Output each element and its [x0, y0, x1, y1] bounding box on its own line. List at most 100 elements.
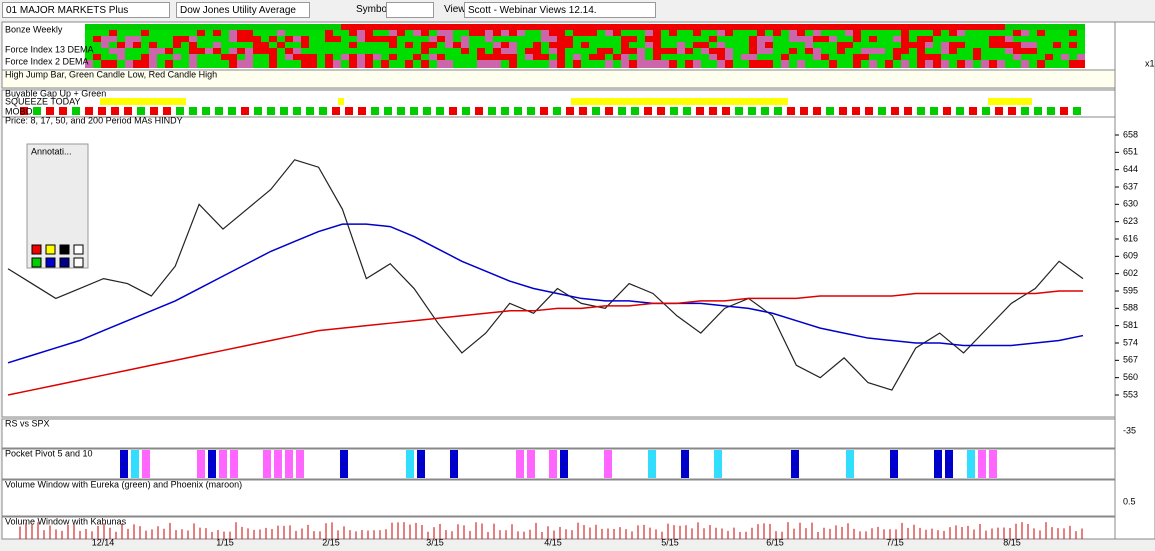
- strip-cell: [725, 48, 733, 54]
- strip-cell: [221, 36, 229, 42]
- strip-cell: [1029, 30, 1037, 36]
- strip-cell: [309, 48, 317, 54]
- strip-cell: [357, 42, 365, 48]
- strip-cell: [773, 36, 781, 42]
- strip-cell: [133, 54, 141, 60]
- strip-cell: [189, 60, 197, 68]
- strip-cell: [765, 24, 773, 30]
- strip-cell: [853, 30, 861, 36]
- strip-cell: [1021, 42, 1029, 48]
- strip-cell: [429, 48, 437, 54]
- palette-color[interactable]: [31, 257, 42, 268]
- strip-cell: [869, 60, 877, 68]
- strip-cell: [325, 24, 333, 30]
- strip-cell: [661, 54, 669, 60]
- palette-color[interactable]: [45, 257, 56, 268]
- pivot-bar: [516, 450, 524, 478]
- palette-color[interactable]: [59, 257, 70, 268]
- strip-cell: [861, 54, 869, 60]
- strip-cell: [325, 54, 333, 60]
- strip-cell: [853, 24, 861, 30]
- strip-cell: [853, 42, 861, 48]
- view-combo[interactable]: Scott - Webinar Views 12.14.: [464, 2, 656, 18]
- strip-cell: [565, 42, 573, 48]
- mobo-cell: [917, 107, 925, 115]
- squeeze-bar: [100, 98, 186, 105]
- strip-cell: [93, 30, 101, 36]
- strip-cell: [917, 60, 925, 68]
- strip-cell: [1045, 60, 1053, 68]
- strip-cell: [925, 48, 933, 54]
- strip-cell: [797, 54, 805, 60]
- strip-cell: [157, 60, 165, 68]
- strip-cell: [493, 54, 501, 60]
- strip-cell: [421, 48, 429, 54]
- strip-cell: [797, 42, 805, 48]
- volume-tick: 0.5: [1123, 496, 1136, 506]
- strip-cell: [693, 30, 701, 36]
- strip-cell: [397, 30, 405, 36]
- strip-cell: [277, 60, 285, 68]
- strip-cell: [573, 24, 581, 30]
- strip-cell: [1061, 24, 1069, 30]
- strip-cell: [701, 30, 709, 36]
- mobo-cell: [410, 107, 418, 115]
- axis-panel: [1114, 21, 1155, 540]
- palette-color[interactable]: [73, 257, 84, 268]
- strip-cell: [349, 54, 357, 60]
- strip-cell: [949, 24, 957, 30]
- strip-cell: [429, 24, 437, 30]
- palette-color[interactable]: [73, 244, 84, 255]
- strip-cell: [717, 48, 725, 54]
- strip-cell: [141, 24, 149, 30]
- strip-cell: [389, 60, 397, 68]
- strip-cell: [941, 42, 949, 48]
- strip-cell: [133, 36, 141, 42]
- strip-cell: [1061, 42, 1069, 48]
- strip-scale: x1: [1145, 58, 1155, 68]
- strip-cell: [533, 24, 541, 30]
- strip-cell: [709, 24, 717, 30]
- strip-cell: [101, 54, 109, 60]
- strip-cell: [341, 24, 349, 30]
- list-combo[interactable]: 01 MAJOR MARKETS Plus: [2, 2, 170, 18]
- strip-cell: [781, 60, 789, 68]
- mobo-cell: [579, 107, 587, 115]
- strip-cell: [989, 54, 997, 60]
- strip-cell: [957, 54, 965, 60]
- strip-cell: [573, 48, 581, 54]
- strip-cell: [693, 48, 701, 54]
- strip-cell: [845, 60, 853, 68]
- strip-cell: [477, 36, 485, 42]
- strip-cell: [85, 24, 93, 30]
- strip-cell: [605, 60, 613, 68]
- strip-cell: [997, 60, 1005, 68]
- strip-cell: [125, 54, 133, 60]
- palette-color[interactable]: [45, 244, 56, 255]
- strip-cell: [685, 36, 693, 42]
- symbol-input[interactable]: [386, 2, 434, 18]
- mobo-cell: [267, 107, 275, 115]
- pivot-bar: [989, 450, 997, 478]
- mobo-cell: [1047, 107, 1055, 115]
- mobo-cell: [384, 107, 392, 115]
- strip-cell: [1069, 48, 1077, 54]
- strip-cell: [765, 48, 773, 54]
- strip-cell: [317, 30, 325, 36]
- strip-cell: [429, 36, 437, 42]
- strip-cell: [973, 24, 981, 30]
- x-tick-label: 8/15: [1003, 537, 1021, 547]
- strip-cell: [461, 30, 469, 36]
- symbol-combo[interactable]: Dow Jones Utility Average: [176, 2, 310, 18]
- strip-cell: [469, 54, 477, 60]
- strip-cell: [237, 60, 245, 68]
- strip-cell: [781, 54, 789, 60]
- strip-cell: [677, 42, 685, 48]
- pivot-bar: [219, 450, 227, 478]
- strip-cell: [645, 36, 653, 42]
- palette-color[interactable]: [59, 244, 70, 255]
- strip-cell: [885, 42, 893, 48]
- mobo-cell: [124, 107, 132, 115]
- palette-color[interactable]: [31, 244, 42, 255]
- strip-cell: [949, 48, 957, 54]
